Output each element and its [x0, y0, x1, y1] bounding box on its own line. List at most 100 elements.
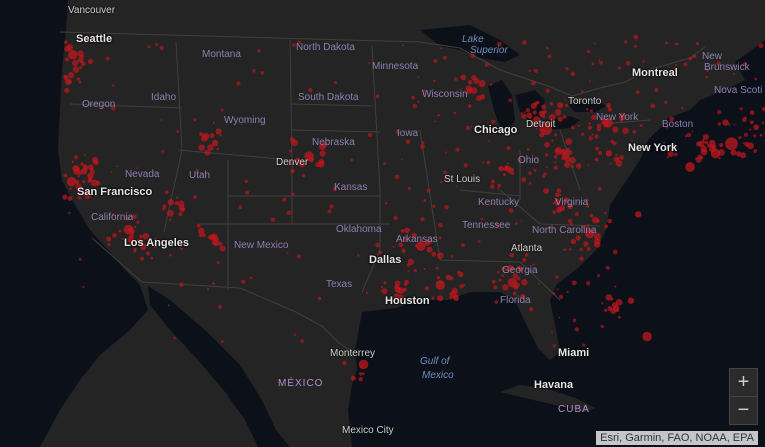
case-marker[interactable]	[423, 267, 426, 270]
case-marker[interactable]	[589, 213, 594, 218]
case-marker[interactable]	[482, 130, 486, 134]
case-marker[interactable]	[437, 295, 444, 302]
case-marker[interactable]	[373, 259, 376, 262]
case-marker[interactable]	[586, 224, 590, 227]
case-marker[interactable]	[574, 212, 579, 217]
case-marker[interactable]	[83, 165, 89, 171]
case-marker[interactable]	[603, 122, 609, 128]
case-marker[interactable]	[95, 180, 101, 186]
case-marker[interactable]	[543, 110, 547, 114]
case-marker[interactable]	[612, 249, 618, 255]
case-marker[interactable]	[79, 65, 83, 70]
case-marker[interactable]	[761, 121, 765, 124]
case-marker[interactable]	[420, 144, 425, 149]
case-marker[interactable]	[667, 150, 674, 157]
case-marker[interactable]	[572, 318, 577, 323]
case-marker[interactable]	[601, 302, 604, 305]
case-marker[interactable]	[193, 118, 197, 122]
case-marker[interactable]	[459, 284, 464, 289]
case-marker[interactable]	[625, 60, 631, 66]
case-marker[interactable]	[575, 163, 582, 169]
case-marker[interactable]	[478, 240, 481, 243]
case-marker[interactable]	[564, 98, 566, 101]
case-marker[interactable]	[632, 129, 637, 134]
case-marker[interactable]	[349, 158, 354, 162]
case-marker[interactable]	[467, 80, 473, 85]
case-marker[interactable]	[407, 270, 410, 273]
case-marker[interactable]	[219, 133, 222, 137]
case-marker[interactable]	[193, 195, 197, 199]
case-marker[interactable]	[106, 192, 110, 196]
case-marker[interactable]	[609, 162, 612, 165]
case-marker[interactable]	[639, 123, 643, 127]
case-marker[interactable]	[607, 218, 612, 224]
case-marker[interactable]	[318, 161, 325, 168]
case-marker[interactable]	[674, 152, 678, 157]
case-marker[interactable]	[567, 218, 573, 224]
case-marker[interactable]	[213, 239, 220, 247]
case-marker[interactable]	[552, 344, 556, 348]
case-marker[interactable]	[497, 41, 502, 47]
case-marker[interactable]	[706, 143, 712, 148]
case-marker[interactable]	[470, 87, 478, 94]
case-marker[interactable]	[136, 220, 140, 224]
case-marker[interactable]	[406, 263, 411, 267]
case-marker[interactable]	[525, 108, 531, 113]
case-marker[interactable]	[502, 173, 506, 176]
case-marker[interactable]	[178, 211, 183, 217]
case-marker-mexico[interactable]	[358, 359, 369, 370]
case-marker[interactable]	[238, 205, 243, 209]
case-marker[interactable]	[560, 103, 564, 107]
case-marker[interactable]	[80, 162, 84, 166]
case-marker[interactable]	[674, 68, 677, 72]
case-marker[interactable]	[495, 222, 500, 227]
case-marker[interactable]	[139, 256, 145, 261]
case-marker-seattle[interactable]	[67, 49, 78, 60]
case-marker-miami[interactable]	[642, 331, 652, 342]
case-marker[interactable]	[554, 161, 557, 164]
case-marker[interactable]	[754, 77, 758, 81]
case-marker[interactable]	[666, 156, 669, 159]
case-marker[interactable]	[67, 196, 73, 201]
case-marker[interactable]	[596, 123, 602, 129]
case-marker[interactable]	[241, 279, 246, 284]
case-marker[interactable]	[547, 226, 552, 230]
case-marker[interactable]	[548, 113, 556, 121]
case-marker[interactable]	[404, 227, 410, 234]
case-marker[interactable]	[555, 275, 559, 279]
case-marker[interactable]	[398, 242, 404, 248]
case-marker[interactable]	[517, 157, 522, 162]
case-marker[interactable]	[686, 132, 692, 138]
case-marker[interactable]	[453, 111, 457, 115]
case-marker[interactable]	[604, 308, 608, 312]
case-marker[interactable]	[493, 285, 498, 290]
case-marker[interactable]	[571, 125, 575, 130]
case-marker[interactable]	[64, 57, 70, 62]
case-marker[interactable]	[106, 236, 112, 242]
case-marker[interactable]	[504, 165, 508, 168]
case-marker[interactable]	[501, 129, 505, 133]
case-marker[interactable]	[652, 74, 654, 77]
case-marker[interactable]	[398, 294, 405, 302]
case-marker[interactable]	[622, 127, 629, 134]
case-marker[interactable]	[672, 144, 677, 148]
case-marker[interactable]	[556, 288, 559, 291]
case-marker[interactable]	[424, 241, 430, 246]
case-marker[interactable]	[596, 126, 601, 132]
case-marker[interactable]	[520, 220, 523, 222]
case-marker[interactable]	[360, 365, 364, 368]
case-marker[interactable]	[559, 193, 562, 197]
case-marker[interactable]	[201, 233, 206, 238]
case-marker[interactable]	[176, 130, 180, 133]
case-marker[interactable]	[619, 155, 625, 160]
case-marker[interactable]	[633, 34, 639, 40]
case-marker[interactable]	[588, 122, 591, 125]
case-marker[interactable]	[547, 120, 551, 125]
case-marker[interactable]	[520, 112, 523, 115]
case-marker[interactable]	[595, 218, 600, 223]
case-marker[interactable]	[567, 203, 574, 210]
case-marker[interactable]	[586, 49, 591, 54]
case-marker[interactable]	[600, 324, 604, 329]
case-marker[interactable]	[411, 232, 417, 238]
case-marker[interactable]	[286, 251, 289, 254]
